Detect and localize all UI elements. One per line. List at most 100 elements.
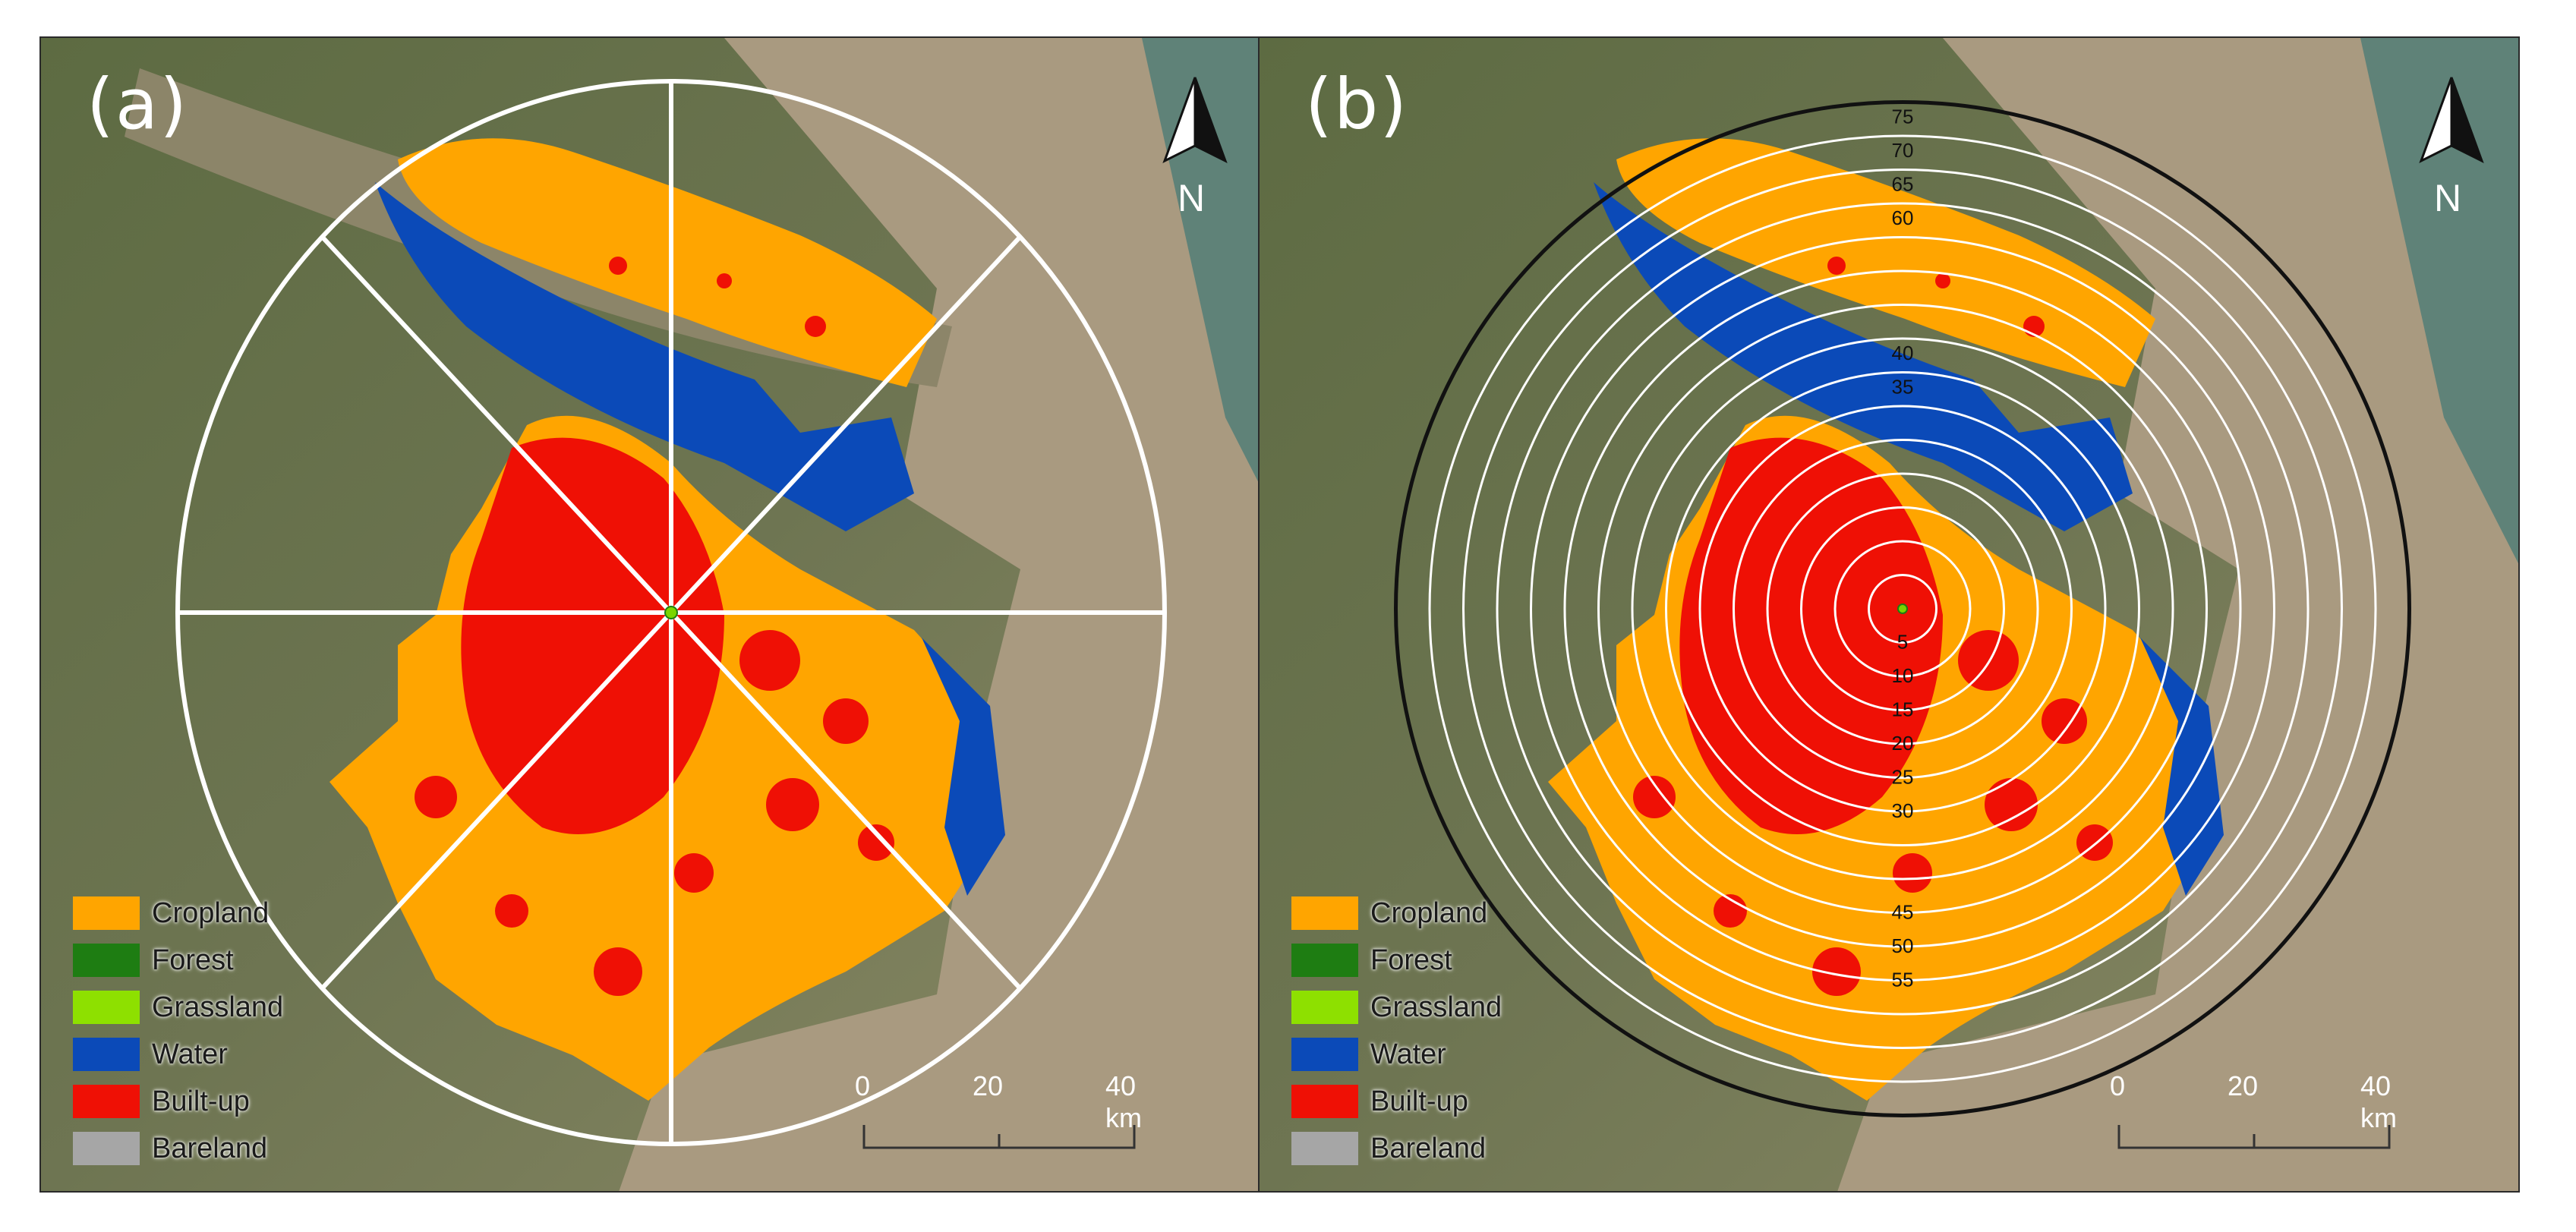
legend: Cropland Forest Grassland Water Built-up… <box>1291 890 1502 1172</box>
legend-swatch <box>1291 896 1358 930</box>
north-arrow-icon <box>2419 77 2484 164</box>
chongming-cropland <box>398 138 937 387</box>
ring-label: 35 <box>1892 376 1914 399</box>
ring-label: 60 <box>1892 206 1914 229</box>
legend-item: Forest <box>1291 937 1502 984</box>
center-point <box>664 606 678 619</box>
distance-ring <box>1530 236 2275 982</box>
legend-label: Bareland <box>152 1132 268 1164</box>
scale-tick-label: 20 <box>973 1070 1004 1101</box>
panel-a: (a) N Cropland Forest Grassland Water Bu… <box>39 36 1301 1193</box>
sector-line <box>669 235 1022 615</box>
distance-ring <box>1462 169 2343 1049</box>
legend-label: Built-up <box>152 1085 250 1117</box>
distance-ring <box>1563 269 2242 948</box>
legend-label: Water <box>1370 1038 1446 1070</box>
legend-swatch <box>1291 1038 1358 1071</box>
legend-item: Cropland <box>73 890 283 937</box>
legend-item: Bareland <box>73 1125 283 1172</box>
legend-item: Grassland <box>73 984 283 1031</box>
ring-label: 50 <box>1892 934 1914 957</box>
legend-label: Water <box>152 1038 228 1070</box>
legend-item: Water <box>73 1031 283 1078</box>
legend-item: Grassland <box>1291 984 1502 1031</box>
builtup-patches <box>1633 257 2113 996</box>
legend-label: Built-up <box>1370 1085 1468 1117</box>
ring-label: 20 <box>1892 732 1914 755</box>
distance-ring <box>1428 134 2377 1083</box>
ring-label: 5 <box>1897 631 1908 654</box>
legend-swatch <box>73 1038 140 1071</box>
legend-label: Forest <box>1370 944 1452 976</box>
scale-tick-label: 20 <box>2228 1070 2259 1101</box>
open-sea <box>2360 38 2518 564</box>
north-label: N <box>1178 177 1206 219</box>
legend-swatch <box>73 896 140 930</box>
scale-tick-label: 40 km <box>2360 1070 2397 1133</box>
sector-line <box>320 610 673 991</box>
scale-tick-label: 0 <box>855 1070 871 1101</box>
legend-item: Built-up <box>73 1078 283 1125</box>
chongming-cropland <box>1616 138 2155 387</box>
legend-label: Bareland <box>1370 1132 1487 1164</box>
scale-bar: 0 20 40 km <box>855 1070 1143 1184</box>
sector-line <box>320 235 673 615</box>
distance-ring <box>1698 405 2107 813</box>
legend-swatch <box>73 1085 140 1118</box>
legend-swatch <box>1291 991 1358 1024</box>
ring-label: 75 <box>1892 106 1914 128</box>
distance-ring <box>1597 304 2208 914</box>
north-label: N <box>2434 177 2462 219</box>
ring-label: 30 <box>1892 799 1914 822</box>
legend-label: Cropland <box>152 896 270 929</box>
concentric-rings: 5 10 15 20 25 30 35 40 45 50 55 60 65 70 75 <box>1394 100 2411 1117</box>
legend-swatch <box>1291 1132 1358 1165</box>
legend-label: Forest <box>152 944 234 976</box>
ring-label: 10 <box>1892 664 1914 687</box>
legend-item: Water <box>1291 1031 1502 1078</box>
sea-estuary <box>1837 38 2518 1191</box>
legend-item: Forest <box>73 937 283 984</box>
panel-label: (a) <box>87 64 189 145</box>
distance-ring <box>1496 202 2310 1016</box>
ring-label: 40 <box>1892 342 1914 364</box>
distance-ring <box>1766 472 2039 745</box>
scale-line <box>2117 1125 2391 1149</box>
north-arrow-icon <box>1162 77 1228 164</box>
water-channel <box>375 182 914 531</box>
legend-swatch <box>73 1132 140 1165</box>
legend-swatch <box>73 944 140 977</box>
ring-label: 70 <box>1892 139 1914 162</box>
center-point <box>1897 603 1908 614</box>
legend-item: Built-up <box>1291 1078 1502 1125</box>
legend-label: Grassland <box>152 991 284 1023</box>
urban-core <box>461 437 724 834</box>
distance-ring <box>1631 337 2174 881</box>
ring-label: 45 <box>1892 901 1914 924</box>
sea-estuary <box>619 38 1300 1191</box>
distance-ring <box>1665 371 2140 846</box>
legend-item: Bareland <box>1291 1125 1502 1172</box>
panel-b: 5 10 15 20 25 30 35 40 45 50 55 60 65 70 75 (b) N Crop… <box>1258 36 2520 1193</box>
coastal-water <box>922 638 1005 896</box>
satellite-map-a <box>41 38 1300 1191</box>
distance-ring <box>1800 506 2005 711</box>
builtup-patches <box>415 257 894 996</box>
distance-ring <box>1868 574 1938 644</box>
legend-label: Grassland <box>1370 991 1502 1023</box>
legend-swatch <box>1291 1085 1358 1118</box>
legend-swatch <box>1291 944 1358 977</box>
ring-label: 25 <box>1892 766 1914 789</box>
satellite-map-b: 5 10 15 20 25 30 35 40 45 50 55 60 65 70 75 <box>1260 38 2518 1191</box>
legend-label: Cropland <box>1370 896 1488 929</box>
distance-ring <box>1833 540 1972 678</box>
scale-tick-label: 40 km <box>1105 1070 1142 1133</box>
ring-label: 55 <box>1892 969 1914 991</box>
sector-line <box>669 610 1022 991</box>
scale-line <box>862 1125 1136 1149</box>
sector-overlay <box>175 79 1167 1146</box>
distance-ring <box>1394 100 2411 1117</box>
distance-ring <box>1733 439 2073 779</box>
legend-swatch <box>73 991 140 1024</box>
legend: Cropland Forest Grassland Water Built-up… <box>73 890 283 1172</box>
